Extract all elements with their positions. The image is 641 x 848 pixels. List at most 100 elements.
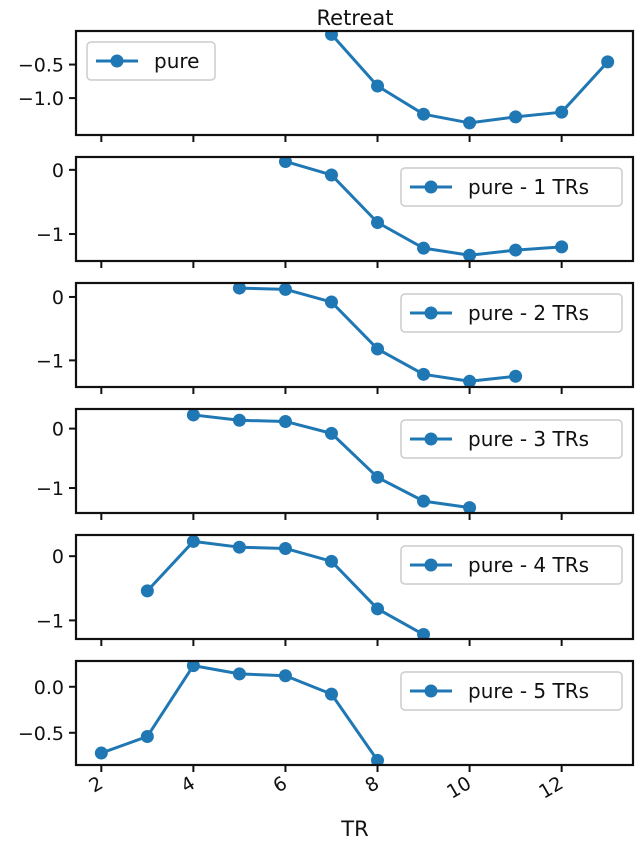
legend-label: pure - 2 TRs (468, 301, 589, 325)
legend-marker (110, 54, 124, 68)
data-point (232, 413, 246, 427)
data-point (324, 426, 338, 440)
y-tick-label: −0.5 (18, 55, 64, 77)
legend-box (400, 293, 623, 333)
data-point (509, 369, 523, 383)
legend: pure (86, 41, 216, 81)
data-point (324, 31, 338, 41)
data-point (555, 240, 569, 254)
legend: pure - 4 TRs (400, 545, 623, 585)
subplot-2: 0 −1 pure - 1 TRs (36, 155, 635, 268)
data-point (417, 494, 431, 508)
data-point (324, 687, 338, 701)
x-tick-label: 8 (362, 772, 383, 797)
y-tick-label: 0.0 (34, 677, 64, 699)
data-point (324, 554, 338, 568)
data-point (463, 374, 477, 387)
data-point (278, 669, 292, 683)
subplot-5: 0 −1 pure - 4 TRs (36, 533, 635, 646)
legend: pure - 2 TRs (400, 293, 623, 333)
data-point (555, 105, 569, 119)
axes-frame (74, 281, 635, 389)
data-point (417, 107, 431, 121)
data-point (371, 470, 385, 484)
data-point (417, 628, 431, 639)
x-tick-label: 2 (85, 772, 106, 797)
plot-area (94, 661, 385, 765)
y-tick-label: 0 (52, 419, 64, 441)
legend-box (400, 545, 623, 585)
data-point (278, 157, 292, 168)
data-point (140, 584, 154, 598)
x-tick-label: 4 (177, 772, 198, 797)
plot-area (140, 535, 431, 639)
legend-box (400, 671, 623, 711)
y-tick-label: −0.5 (18, 723, 64, 745)
data-point (278, 414, 292, 428)
data-point (324, 168, 338, 182)
legend-marker (424, 180, 438, 194)
data-point (371, 753, 385, 765)
y-tick-label: −1 (36, 610, 64, 632)
y-tick-label: −1 (36, 350, 64, 372)
data-point (186, 661, 200, 673)
y-tick-label: −1.0 (18, 88, 64, 110)
legend-label: pure - 4 TRs (468, 553, 589, 577)
data-point (324, 295, 338, 309)
x-axis-label: TR (340, 817, 368, 841)
legend-label: pure - 5 TRs (468, 679, 589, 703)
data-point (186, 409, 200, 422)
data-point (509, 243, 523, 257)
subplot-6: 0.0 −0.5 2 4 6 8 10 12 pure - 5 TRs (18, 659, 635, 803)
subplot-1: −0.5 −1.0 pure (18, 29, 635, 142)
axes-frame (74, 407, 635, 515)
figure-title: Retreat (317, 6, 394, 30)
data-point (278, 283, 292, 296)
data-point (417, 241, 431, 255)
data-point (371, 215, 385, 229)
data-point (186, 535, 200, 548)
axes-frame (74, 659, 635, 767)
legend-marker (424, 432, 438, 446)
data-point (371, 602, 385, 616)
legend-marker (424, 306, 438, 320)
data-point (463, 116, 477, 130)
subplot-4: 0 −1 pure - 3 TRs (36, 407, 635, 520)
legend-box (400, 167, 623, 207)
y-tick-label: −1 (36, 478, 64, 500)
x-tick-label: 12 (535, 772, 567, 803)
x-tick-label: 6 (269, 772, 290, 797)
data-point (232, 540, 246, 554)
data-point (371, 79, 385, 93)
y-tick-label: −1 (36, 224, 64, 246)
x-tick-label: 10 (443, 772, 475, 803)
plot-area (232, 283, 523, 387)
legend-box (400, 419, 623, 459)
axes-frame (74, 155, 635, 263)
data-point (417, 367, 431, 381)
legend: pure - 3 TRs (400, 419, 623, 459)
plot-area (324, 31, 615, 130)
y-tick-label: 0 (52, 160, 64, 182)
data-point (232, 283, 246, 295)
legend-marker (424, 558, 438, 572)
legend-marker (424, 684, 438, 698)
legend-label: pure - 3 TRs (468, 427, 589, 451)
data-point (232, 667, 246, 681)
data-point (509, 110, 523, 124)
axes-frame (74, 29, 635, 137)
series-line (146, 539, 425, 636)
plot-area (186, 409, 477, 513)
y-tick-label: 0 (52, 287, 64, 309)
legend-label: pure (154, 49, 199, 73)
legend: pure - 5 TRs (400, 671, 623, 711)
data-point (371, 342, 385, 356)
data-point (278, 541, 292, 555)
data-point (140, 729, 154, 743)
y-tick-label: 0 (52, 546, 64, 568)
data-point (601, 55, 615, 69)
subplot-stack: −0.5 −1.0 pure 0 −1 pure - 1 TRs 0 −1 pure - 2 T… (18, 29, 635, 803)
subplot-3: 0 −1 pure - 2 TRs (36, 281, 635, 394)
axes-frame (74, 533, 635, 641)
